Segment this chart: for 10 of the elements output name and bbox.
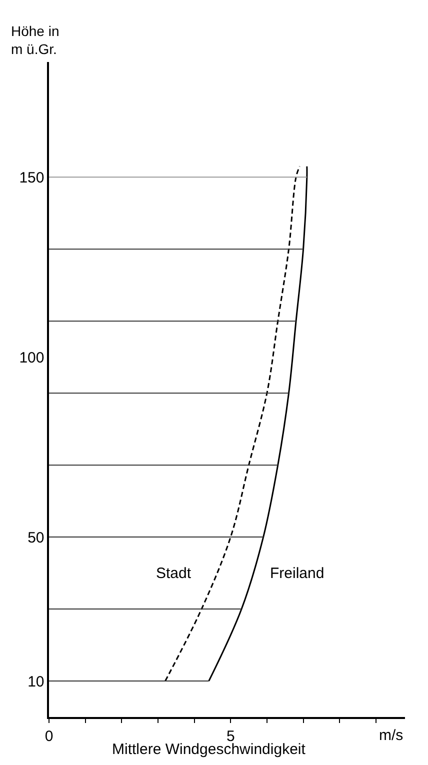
y-tick-label: 100 [19, 349, 44, 366]
y-tick-label: 50 [28, 529, 44, 546]
text: m/s [379, 727, 404, 744]
series-label: Freiland [270, 565, 324, 582]
y-axis-title: Höhe in m ü.Gr. [11, 23, 60, 58]
x-tick-label: 0 [44, 728, 54, 745]
y-tick-label: 10 [28, 673, 44, 690]
y-tick-label: 150 [19, 169, 44, 186]
series-label: Stadt [156, 565, 192, 582]
x-axis-title: Mittlere Windgeschwindigkeit [112, 741, 306, 758]
